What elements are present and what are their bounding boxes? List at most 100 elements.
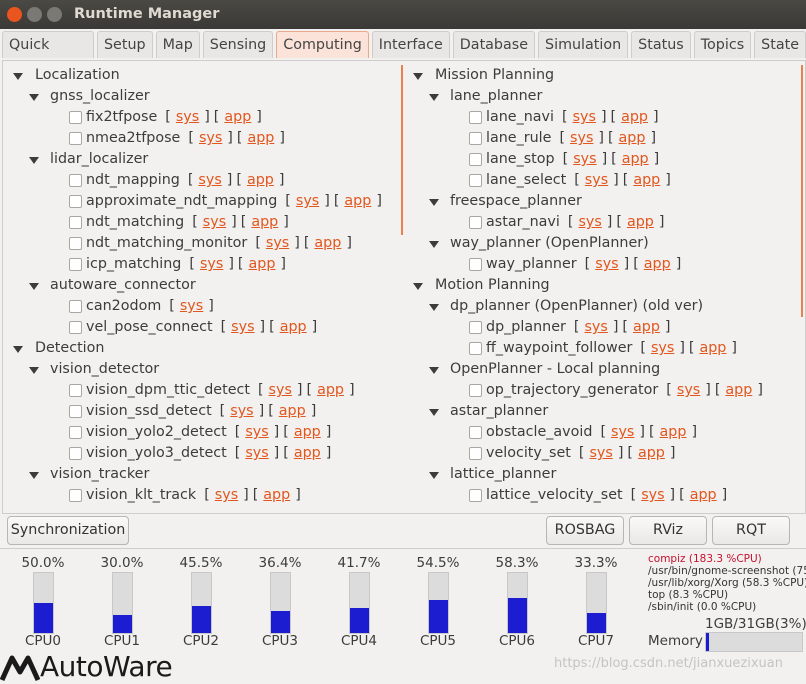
checkbox[interactable] (469, 489, 482, 502)
expander[interactable] (429, 472, 439, 479)
link[interactable]: app (248, 256, 276, 272)
minimize-button[interactable] (27, 7, 42, 22)
link[interactable]: app (659, 424, 687, 440)
expander[interactable] (429, 199, 439, 206)
link[interactable]: app (246, 172, 274, 188)
checkbox[interactable] (469, 174, 482, 187)
link[interactable]: app (247, 130, 275, 146)
tab[interactable]: State (754, 31, 806, 58)
link[interactable]: sys (578, 214, 602, 230)
expander[interactable] (429, 304, 439, 311)
tab[interactable]: Quick Start (2, 31, 94, 79)
link[interactable]: sys (202, 214, 227, 230)
checkbox[interactable] (69, 258, 82, 271)
button[interactable]: RQT (712, 516, 790, 545)
checkbox[interactable] (69, 426, 82, 439)
link[interactable]: sys (265, 235, 290, 251)
checkbox[interactable] (469, 447, 482, 460)
checkbox[interactable] (69, 237, 82, 250)
checkbox[interactable] (469, 132, 482, 145)
link[interactable]: app (633, 319, 660, 335)
maximize-button[interactable] (47, 7, 62, 22)
checkbox[interactable] (69, 132, 82, 145)
checkbox[interactable] (469, 153, 482, 166)
link[interactable]: sys (230, 403, 254, 419)
link[interactable]: app (278, 403, 306, 419)
link[interactable]: sys (584, 319, 608, 335)
checkbox[interactable] (469, 111, 482, 124)
link[interactable]: app (314, 235, 342, 251)
tab[interactable]: Interface (371, 31, 450, 58)
tab[interactable]: Sensing (202, 31, 274, 58)
link[interactable]: app (621, 109, 649, 125)
link[interactable]: sys (179, 298, 204, 314)
link[interactable]: sys (231, 319, 255, 335)
checkbox[interactable] (69, 384, 82, 397)
expander[interactable] (13, 346, 23, 353)
link[interactable]: app (263, 487, 291, 503)
tab[interactable]: Simulation (538, 31, 629, 58)
link[interactable]: sys (611, 424, 635, 440)
button[interactable]: ROSBAG (546, 516, 624, 545)
expander[interactable] (29, 367, 39, 374)
link[interactable]: sys (199, 256, 224, 272)
link[interactable]: app (293, 445, 321, 461)
checkbox[interactable] (469, 216, 482, 229)
link[interactable]: sys (198, 172, 222, 188)
close-button[interactable] (7, 7, 22, 22)
link[interactable]: sys (245, 445, 269, 461)
tab[interactable]: Database (452, 31, 536, 58)
checkbox[interactable] (469, 258, 482, 271)
link[interactable]: app (224, 109, 252, 125)
tab[interactable]: Computing (276, 31, 369, 58)
expander[interactable] (29, 472, 39, 479)
checkbox[interactable] (469, 342, 482, 355)
expander[interactable] (29, 157, 39, 164)
checkbox[interactable] (69, 216, 82, 229)
link[interactable]: app (643, 256, 671, 272)
link[interactable]: sys (676, 382, 701, 398)
link[interactable]: app (626, 214, 654, 230)
checkbox[interactable] (469, 384, 482, 397)
link[interactable]: sys (595, 256, 619, 272)
expander[interactable] (429, 241, 439, 248)
link[interactable]: sys (584, 172, 609, 188)
checkbox[interactable] (469, 321, 482, 334)
link[interactable]: app (317, 382, 344, 398)
link[interactable]: app (621, 151, 649, 167)
link[interactable]: sys (589, 445, 613, 461)
link[interactable]: app (633, 172, 661, 188)
checkbox[interactable] (469, 426, 482, 439)
expander[interactable] (429, 367, 439, 374)
checkbox[interactable] (69, 111, 82, 124)
tab[interactable]: Status (631, 31, 691, 58)
link[interactable]: app (618, 130, 646, 146)
link[interactable]: sys (175, 109, 200, 125)
link[interactable]: sys (650, 340, 675, 356)
expander[interactable] (429, 409, 439, 416)
checkbox[interactable] (69, 300, 82, 313)
link[interactable]: app (293, 424, 321, 440)
link[interactable]: app (251, 214, 279, 230)
link[interactable]: app (699, 340, 727, 356)
checkbox[interactable] (69, 405, 82, 418)
checkbox[interactable] (69, 489, 82, 502)
link[interactable]: sys (295, 193, 320, 209)
button[interactable]: RViz (629, 516, 707, 545)
link[interactable]: sys (245, 424, 269, 440)
expander[interactable] (413, 73, 423, 80)
expander[interactable] (29, 94, 39, 101)
expander[interactable] (13, 73, 23, 80)
link[interactable]: sys (198, 130, 223, 146)
tab[interactable]: Setup (96, 31, 153, 58)
link[interactable]: sys (572, 109, 596, 125)
link[interactable]: app (689, 487, 717, 503)
tab[interactable]: Topics (693, 31, 752, 58)
tab[interactable]: Map (155, 31, 200, 58)
checkbox[interactable] (69, 174, 82, 187)
link[interactable]: app (344, 193, 372, 209)
button[interactable]: Synchronization (7, 516, 129, 545)
link[interactable]: sys (641, 487, 665, 503)
checkbox[interactable] (69, 195, 82, 208)
link[interactable]: app (725, 382, 753, 398)
